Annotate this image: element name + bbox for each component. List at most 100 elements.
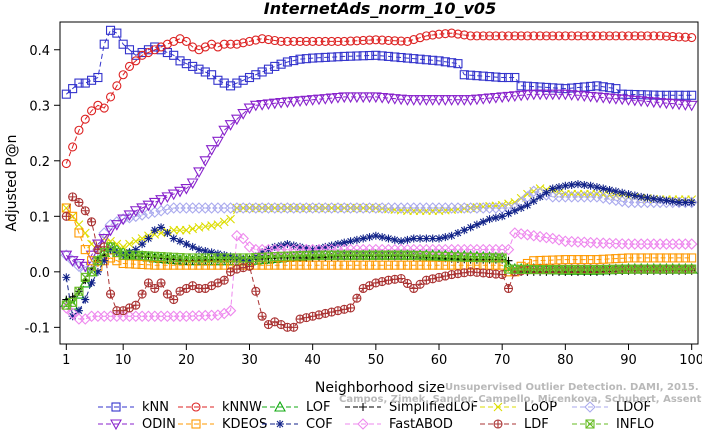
data-point <box>369 92 382 104</box>
data-point <box>137 50 147 60</box>
data-point <box>605 83 615 93</box>
data-point <box>301 36 311 46</box>
data-point <box>200 42 210 52</box>
data-point <box>637 192 646 201</box>
data-point <box>598 254 608 264</box>
y-tick-label: -0.1 <box>25 321 50 336</box>
data-point <box>333 260 343 270</box>
data-point <box>560 255 570 265</box>
data-point <box>175 286 185 296</box>
data-point <box>313 94 325 106</box>
data-point <box>555 183 564 192</box>
data-point <box>548 255 558 265</box>
data-point <box>321 242 330 251</box>
y-tick-label: 0.0 <box>29 266 50 281</box>
chart-title: InternetAds_norm_10_v05 <box>264 0 496 18</box>
data-point <box>478 71 488 81</box>
data-point <box>156 278 166 288</box>
data-point <box>636 253 646 263</box>
data-point <box>630 89 640 100</box>
data-point <box>383 260 394 270</box>
data-point <box>148 206 161 218</box>
data-point <box>548 184 557 193</box>
data-point <box>674 253 684 263</box>
data-point <box>137 259 147 270</box>
data-point <box>681 198 690 207</box>
data-point <box>536 192 545 201</box>
data-point <box>377 51 387 61</box>
data-point <box>308 245 317 254</box>
data-point <box>685 196 698 209</box>
data-point <box>609 94 622 105</box>
data-point <box>155 195 168 206</box>
data-point <box>150 45 160 55</box>
data-point <box>175 34 185 44</box>
legend-item-fastabod: FastABOD <box>345 417 453 432</box>
series-line <box>65 207 692 273</box>
data-point <box>201 247 210 256</box>
data-point <box>397 237 406 246</box>
legend-item-cof: COF <box>262 417 333 432</box>
data-point <box>219 78 229 88</box>
data-point <box>383 51 394 61</box>
data-point <box>390 260 400 270</box>
data-point <box>504 209 513 218</box>
data-point <box>656 195 665 204</box>
data-point <box>327 241 336 250</box>
data-point <box>157 223 166 232</box>
data-point <box>409 35 419 45</box>
data-point <box>559 89 572 101</box>
data-point <box>275 97 288 109</box>
data-point <box>661 31 671 41</box>
data-point <box>169 234 178 243</box>
data-point <box>466 31 476 41</box>
data-point <box>68 312 77 321</box>
data-point <box>478 31 488 41</box>
data-point <box>200 260 210 270</box>
data-point <box>257 67 267 77</box>
data-point <box>649 253 659 263</box>
series-line <box>65 93 692 267</box>
data-point <box>553 234 565 246</box>
data-point <box>211 136 224 148</box>
data-point <box>339 304 349 314</box>
data-point <box>447 28 457 38</box>
axes-layer: 1 10 20 30 40 50 60 70 80 90 100 -0.1 0.0 0.1 0.2 0.3 0.… <box>25 44 702 368</box>
data-point <box>623 253 634 263</box>
data-point <box>294 96 306 107</box>
data-point <box>517 203 526 212</box>
data-point <box>137 289 147 299</box>
data-point <box>573 255 583 265</box>
data-point <box>74 220 84 230</box>
data-point <box>403 235 412 244</box>
legend-item-inflo: INFLO <box>572 417 654 432</box>
data-point <box>655 31 665 41</box>
data-point <box>611 187 620 196</box>
data-point <box>104 225 117 237</box>
data-point <box>276 260 286 270</box>
data-point <box>243 241 256 253</box>
data-point <box>567 255 577 265</box>
data-point <box>359 234 368 243</box>
data-point <box>687 253 697 263</box>
data-point <box>263 320 274 330</box>
data-point <box>605 31 615 41</box>
data-point <box>244 36 255 46</box>
data-point <box>244 72 255 83</box>
data-point <box>415 260 425 270</box>
data-point <box>540 89 553 101</box>
data-point <box>143 278 153 288</box>
legend-marker <box>111 402 121 412</box>
legend-marker <box>274 400 286 412</box>
data-point <box>580 180 589 189</box>
data-point <box>296 242 305 251</box>
data-point <box>289 322 299 332</box>
x-axis-label: Neighborhood size <box>315 380 445 396</box>
legend-item-odin: ODIN <box>98 417 176 432</box>
series-knnw <box>61 28 697 169</box>
data-point <box>611 31 621 41</box>
data-point <box>371 231 380 240</box>
data-point <box>167 189 180 201</box>
data-point <box>598 31 608 41</box>
data-point <box>74 306 83 315</box>
